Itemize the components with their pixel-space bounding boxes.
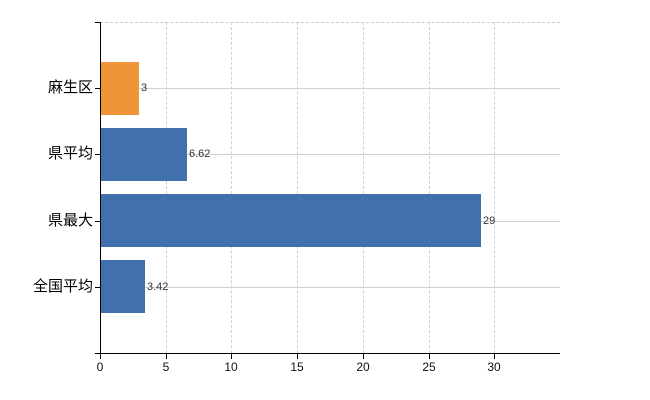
x-tick <box>166 354 167 359</box>
category-tick <box>95 221 100 222</box>
x-tick-label: 15 <box>290 360 304 374</box>
y-axis-top-tick <box>95 22 100 23</box>
x-axis-line <box>95 353 560 354</box>
bar <box>100 62 139 115</box>
category-label: 麻生区 <box>47 79 93 96</box>
x-tick-label: 25 <box>422 360 436 374</box>
gridline-horizontal <box>100 154 560 155</box>
category-tick <box>95 154 100 155</box>
bar-value-label: 29 <box>483 215 496 227</box>
x-tick-label: 0 <box>96 360 104 374</box>
gridline-vertical <box>231 22 233 353</box>
category-label: 県平均 <box>47 145 93 162</box>
bar-value-label: 3.42 <box>147 281 169 293</box>
x-tick-label: 10 <box>224 360 238 374</box>
category-tick <box>95 88 100 89</box>
gridline-vertical <box>297 22 299 353</box>
category-label: 全国平均 <box>32 278 93 295</box>
x-tick <box>429 354 430 359</box>
bar <box>100 194 481 247</box>
gridline-vertical <box>428 22 430 353</box>
gridline-vertical <box>494 22 496 353</box>
gridline-vertical <box>362 22 364 353</box>
x-tick <box>363 354 364 359</box>
bar-value-label: 3 <box>141 82 148 94</box>
category-tick <box>95 287 100 288</box>
plot-top-border <box>100 22 560 23</box>
gridline-horizontal <box>100 287 560 288</box>
x-tick <box>494 354 495 359</box>
bar <box>100 128 187 181</box>
bar-value-label: 6.62 <box>189 148 211 160</box>
y-axis-line <box>100 22 101 353</box>
x-tick-label: 5 <box>162 360 170 374</box>
gridline-vertical <box>165 22 167 353</box>
category-label: 県最大 <box>47 212 93 229</box>
x-tick <box>100 354 101 359</box>
x-tick <box>231 354 232 359</box>
x-tick <box>297 354 298 359</box>
x-tick-label: 20 <box>356 360 370 374</box>
gridline-horizontal <box>100 88 560 89</box>
x-tick-label: 30 <box>487 360 501 374</box>
bar <box>100 260 145 313</box>
